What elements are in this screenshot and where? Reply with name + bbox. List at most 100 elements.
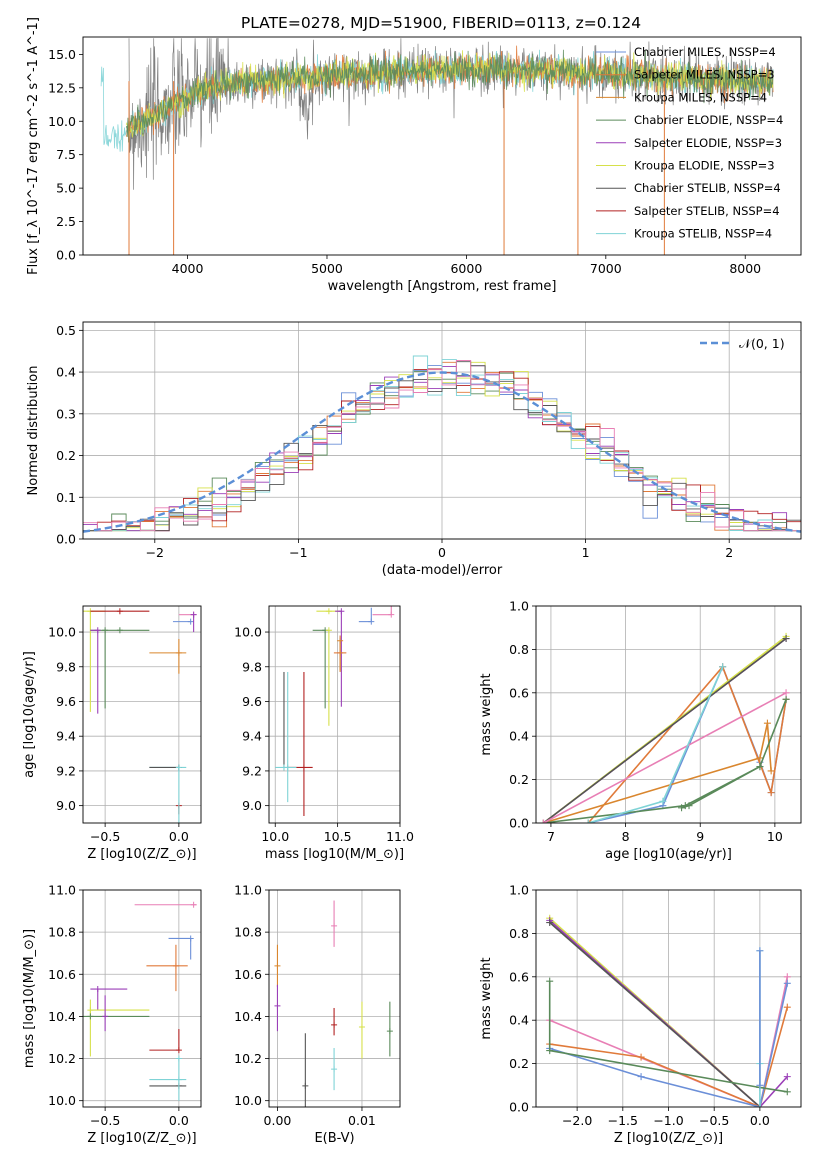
- residual-histogram-panel: −2 −1 0 1 2 0.0 0.1 0.2 0.3 0.4 0.5 (data-model)/er…: [26, 321, 802, 578]
- spectrum-panel: 4000 5000 6000 7000 8000 0.0 2.5 5.0 7.5 10.0 12.5…: [26, 17, 802, 294]
- legend-label: Kroupa STELIB, NSSP=4: [634, 227, 772, 241]
- y-tick-label: 0.4: [56, 365, 76, 380]
- model-spectrum-line: [100, 49, 774, 152]
- mass-weight-line: [587, 665, 787, 823]
- plot-area: [546, 914, 791, 1107]
- y-tick-label: 10.0: [234, 625, 262, 640]
- y-tick-label: 0.0: [56, 248, 76, 263]
- legend-label: Chabrier MILES, NSSP=4: [634, 45, 776, 59]
- y-axis-label: Normed distribution: [26, 366, 41, 496]
- data-point: [546, 977, 554, 985]
- y-tick-label: 0.0: [56, 532, 76, 547]
- y-tick-label: 1.0: [509, 883, 529, 898]
- data-point: [782, 635, 790, 643]
- y-tick-label: 0.2: [509, 1056, 529, 1071]
- y-tick-label: 0.6: [509, 969, 529, 984]
- legend-label: Chabrier STELIB, NSSP=4: [634, 181, 781, 195]
- data-point: [386, 1028, 393, 1035]
- data-point: [782, 689, 790, 697]
- x-tick-label: −2.0: [562, 1113, 592, 1128]
- mass-weight-line: [549, 983, 789, 1107]
- y-tick-label: 0.3: [56, 406, 76, 421]
- y-axis-label: mass [log10(M/M_⊙)]: [22, 929, 37, 1068]
- y-axis-label: age [log10(age/yr)]: [22, 651, 37, 778]
- axis-ticks: −2 −1 0 1 2 0.0 0.1 0.2 0.3 0.4 0.5: [56, 323, 733, 560]
- data-point: [175, 764, 182, 771]
- data-point: [782, 695, 790, 703]
- axis-ticks: 10.0 10.5 11.0 9.0 9.2 9.4 9.6 9.8 10.0: [234, 625, 414, 844]
- y-tick-label: 12.5: [48, 80, 76, 95]
- data-point: [280, 764, 287, 771]
- residual-histogram-step: [83, 361, 801, 532]
- data-point: [94, 986, 101, 993]
- x-tick-label: 1: [582, 545, 590, 560]
- axis-ticks: −2.0 −1.5 −1.0 −0.5 0.0 0.0 0.2 0.4 0.6 0.8 1.0: [509, 883, 770, 1129]
- x-tick-label: 0.00: [264, 1113, 292, 1128]
- y-axis-label: Flux [f_λ 10^-17 erg cm^-2 s^-1 A^-1]: [26, 17, 41, 275]
- data-point: [584, 819, 592, 823]
- y-tick-label: 15.0: [48, 47, 76, 62]
- x-tick-label: 6000: [450, 261, 482, 276]
- data-point: [338, 608, 345, 615]
- data-point: [756, 754, 764, 762]
- data-point: [331, 1021, 338, 1028]
- data-point: [187, 935, 194, 942]
- x-tick-label: 8000: [729, 261, 761, 276]
- y-tick-label: 0.6: [509, 685, 529, 700]
- axes-frame: [82, 889, 202, 1108]
- plot-area: [100, 37, 774, 255]
- y-tick-label: 9.2: [56, 763, 76, 778]
- x-tick-label: 10: [767, 829, 783, 844]
- legend-label: Salpeter ELODIE, NSSP=3: [634, 136, 782, 150]
- x-tick-label: 8: [622, 829, 630, 844]
- plot-area: [539, 632, 790, 823]
- data-point: [325, 608, 332, 615]
- axes-frame: [82, 321, 802, 540]
- data-point: [331, 1066, 338, 1073]
- x-tick-label: −1.0: [653, 1113, 683, 1128]
- x-tick-label: 4000: [172, 261, 204, 276]
- x-tick-label: 0.01: [348, 1113, 376, 1128]
- legend: Chabrier MILES, NSSP=4 Salpeter MILES, NS…: [596, 45, 783, 241]
- data-point: [539, 819, 547, 823]
- x-tick-label: 5000: [311, 261, 343, 276]
- x-axis-label: (data-model)/error: [382, 563, 503, 578]
- figure-title: PLATE=0278, MJD=51900, FIBERID=0113, z=0…: [241, 14, 641, 32]
- legend: 𝒩(0, 1): [700, 336, 785, 351]
- y-tick-label: 9.4: [56, 729, 76, 744]
- data-point: [685, 802, 693, 810]
- y-axis-label: mass weight: [479, 957, 494, 1039]
- data-point: [274, 1002, 281, 1009]
- y-tick-label: 10.0: [48, 1093, 76, 1108]
- y-tick-label: 9.8: [56, 659, 76, 674]
- legend-label: Salpeter MILES, NSSP=3: [634, 68, 775, 82]
- data-point: [175, 1055, 182, 1062]
- mass-weight-line: [549, 921, 761, 1107]
- axis-ticks: −0.5 0.0 10.0 10.2 10.4 10.6 10.8 11.0: [48, 883, 189, 1129]
- mass-vs-metallicity-panel: −0.5 0.0 10.0 10.2 10.4 10.6 10.8 11.0 Z [log10(…: [22, 883, 202, 1146]
- y-tick-label: 2.5: [56, 214, 76, 229]
- data-point: [637, 1053, 645, 1061]
- data-point: [719, 663, 727, 671]
- massweight-vs-metallicity-panel: −2.0 −1.5 −1.0 −0.5 0.0 0.0 0.2 0.4 0.6 0.8 1.0 Z […: [479, 883, 802, 1146]
- age-vs-mass-panel: 10.0 10.5 11.0 9.0 9.2 9.4 9.6 9.8 10.0 mass [log…: [234, 605, 414, 862]
- data-point: [783, 1088, 791, 1096]
- y-tick-label: 10.0: [234, 1093, 262, 1108]
- y-tick-label: 10.0: [48, 625, 76, 640]
- x-axis-label: Z [log10(Z/Z_⊙)]: [87, 1131, 196, 1146]
- axes-frame: [535, 605, 802, 824]
- legend-label: Kroupa MILES, NSSP=4: [634, 90, 767, 104]
- x-tick-label: −1.5: [608, 1113, 638, 1128]
- y-tick-label: 9.0: [242, 798, 262, 813]
- y-tick-label: 10.2: [48, 1051, 76, 1066]
- mass-weight-line: [543, 692, 787, 823]
- x-axis-label: mass [log10(M/M_⊙)]: [265, 847, 404, 862]
- plot-area: [83, 608, 197, 823]
- data-point: [302, 1082, 309, 1089]
- grid: [536, 889, 801, 1108]
- data-point: [763, 719, 771, 727]
- mass-weight-line: [549, 1006, 789, 1107]
- data-point: [175, 1047, 182, 1054]
- y-tick-label: 0.8: [509, 642, 529, 657]
- data-point: [102, 627, 109, 634]
